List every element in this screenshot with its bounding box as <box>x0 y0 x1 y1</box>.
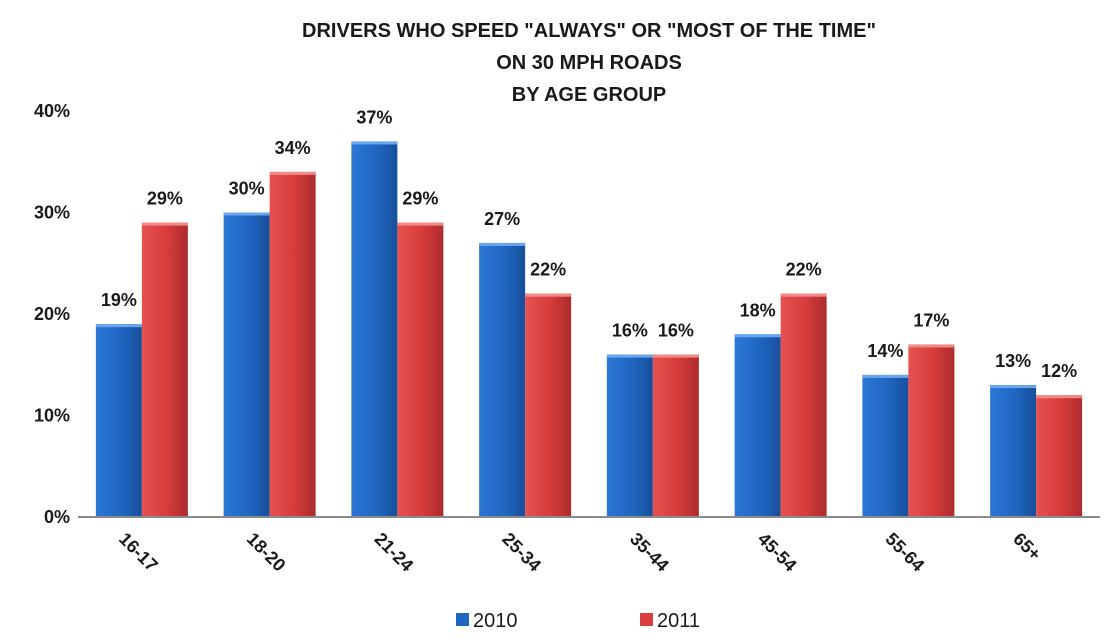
bar-top-highlight <box>223 212 270 216</box>
x-tick-label: 65+ <box>1009 529 1045 565</box>
bar-top-highlight <box>734 334 781 338</box>
y-tick-label: 10% <box>34 406 70 426</box>
bar-top-highlight <box>862 374 909 378</box>
data-label-2011-16-17: 29% <box>147 189 183 209</box>
data-label-2011-55-64: 17% <box>913 310 949 330</box>
y-tick-label: 20% <box>34 304 70 324</box>
bar-2010-45-54 <box>734 334 781 517</box>
bar-top-highlight <box>652 354 699 358</box>
legend-label-2010: 2010 <box>473 610 518 632</box>
data-label-2010-45-54: 18% <box>740 300 776 320</box>
bar-top-highlight <box>606 354 653 358</box>
x-tick-label: 16-17 <box>115 529 162 576</box>
legend-swatch-2010 <box>456 613 469 626</box>
bar-2010-18-20 <box>223 212 270 517</box>
data-label-2011-65+: 12% <box>1041 361 1077 381</box>
bar-top-highlight <box>397 222 444 226</box>
data-label-2010-21-24: 37% <box>356 107 392 127</box>
legend-label-2011: 2011 <box>657 610 700 632</box>
bar-top-highlight <box>351 141 398 145</box>
title-line-3: BY AGE GROUP <box>512 84 666 106</box>
bar-2010-65+ <box>990 385 1037 517</box>
data-label-2010-35-44: 16% <box>612 321 648 341</box>
data-label-2011-21-24: 29% <box>402 189 438 209</box>
title-line-2: ON 30 MPH ROADS <box>496 52 682 74</box>
x-tick-label: 35-44 <box>626 529 673 576</box>
title-line-1: DRIVERS WHO SPEED "ALWAYS" OR "MOST OF T… <box>302 20 876 42</box>
data-label-2011-35-44: 16% <box>658 321 694 341</box>
bar-top-highlight <box>95 324 142 328</box>
bar-top-highlight <box>1036 395 1083 399</box>
y-tick-label: 0% <box>44 507 70 527</box>
bar-top-highlight <box>908 344 955 348</box>
data-label-2010-25-34: 27% <box>484 209 520 229</box>
x-tick-label: 21-24 <box>371 529 418 576</box>
bar-top-highlight <box>141 222 188 226</box>
data-label-2011-18-20: 34% <box>275 138 311 158</box>
bar-top-highlight <box>780 293 827 297</box>
bar-2010-35-44 <box>606 354 653 517</box>
data-label-2011-25-34: 22% <box>530 260 566 280</box>
bar-2011-21-24 <box>397 222 444 517</box>
bar-2011-35-44 <box>652 354 699 517</box>
bar-2011-45-54 <box>780 293 827 517</box>
data-label-2010-55-64: 14% <box>867 341 903 361</box>
y-axis-ticks: 0% 10% 20% 30% 40% <box>34 101 70 527</box>
bar-2011-16-17 <box>141 222 188 517</box>
x-tick-label: 25-34 <box>498 529 545 576</box>
bars <box>95 141 1083 517</box>
bar-2011-18-20 <box>269 171 316 517</box>
legend-swatch-2011 <box>640 613 653 626</box>
bar-top-highlight <box>479 242 526 246</box>
data-label-2010-16-17: 19% <box>101 290 137 310</box>
x-tick-label: 55-64 <box>882 529 929 576</box>
bar-2011-25-34 <box>525 293 572 517</box>
data-label-2011-45-54: 22% <box>786 260 822 280</box>
bar-2011-55-64 <box>908 344 955 517</box>
y-tick-label: 40% <box>34 101 70 121</box>
bar-2010-21-24 <box>351 141 398 517</box>
bar-top-highlight <box>990 385 1037 389</box>
y-tick-label: 30% <box>34 203 70 223</box>
x-axis-ticks: 16-17 18-20 21-24 25-34 35-44 45-54 55-64 65+ <box>115 529 1045 576</box>
bar-2010-25-34 <box>479 242 526 517</box>
bar-top-highlight <box>525 293 572 297</box>
data-labels: 19% 29% 30% 34% 37% 29% 27% 22% 16% 16% 18% 22% 14% 1… <box>101 107 1077 381</box>
data-label-2010-65+: 13% <box>995 351 1031 371</box>
x-tick-label: 45-54 <box>754 529 801 576</box>
bar-top-highlight <box>269 171 316 175</box>
chart-title: DRIVERS WHO SPEED "ALWAYS" OR "MOST OF T… <box>302 20 876 106</box>
legend: 2010 2011 <box>456 610 700 632</box>
bar-2010-55-64 <box>862 374 909 517</box>
bar-2011-65+ <box>1036 395 1083 517</box>
bar-2010-16-17 <box>95 324 142 517</box>
x-tick-label: 18-20 <box>243 529 290 576</box>
data-label-2010-18-20: 30% <box>229 179 265 199</box>
